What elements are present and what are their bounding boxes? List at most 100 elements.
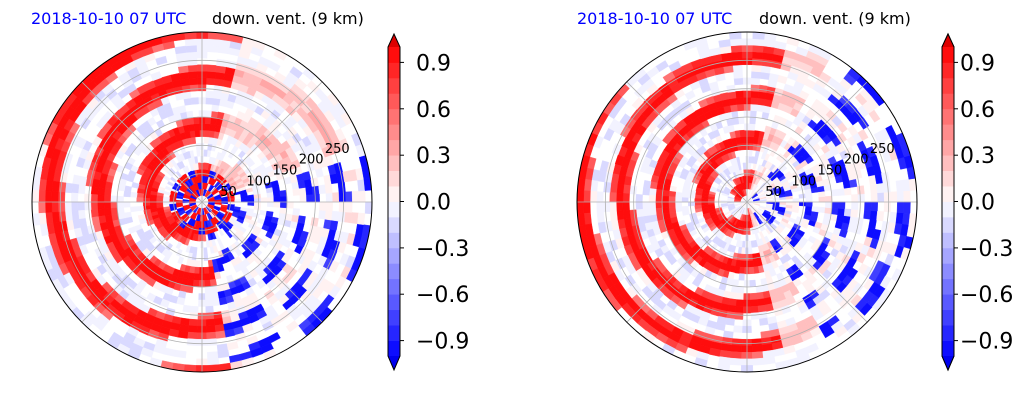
heatmap-cell [668,201,676,208]
heatmap-cell [757,97,766,106]
heatmap-cell [209,123,216,132]
heatmap-cell [297,215,306,224]
heatmap-cell [602,201,611,213]
heatmap-cell [748,156,753,164]
heatmap-cell [758,84,768,93]
colorbar-extend-max [942,34,954,47]
heatmap-cell [751,51,763,60]
heatmap-cell [749,279,757,288]
heatmap-cell [796,229,806,237]
heatmap-cell [876,210,885,222]
heatmap-cell [609,192,617,203]
heatmap-cell [205,318,216,327]
heatmap-cell [103,201,111,210]
heatmap-cell [204,110,212,118]
heatmap-cell [883,191,892,203]
heatmap-cell [667,255,678,266]
heatmap-cell [805,197,813,203]
colorbar-tick-label: 0.9 [960,51,995,76]
heatmap-cell [318,184,327,195]
heatmap-cell [733,77,744,86]
heatmap-cell [752,38,765,47]
colorbar-tick-label: 0.6 [416,98,451,123]
heatmap-cell [863,209,872,220]
heatmap-cell [204,266,210,275]
heatmap-cell [310,177,319,187]
heatmap-cell [855,217,864,227]
heatmap-cell [583,201,591,214]
heatmap-cell [792,204,800,210]
heatmap-cell [731,51,743,60]
heatmap-cell [725,317,735,326]
colorbar-band [388,155,400,171]
heatmap-cell [299,194,307,203]
heatmap-cell [312,193,320,203]
heatmap-cell [206,325,216,333]
heatmap-cell [629,209,638,219]
heatmap-cell [247,194,255,200]
heatmap-cell [143,193,151,199]
heatmap-cell [736,292,745,301]
heatmap-cell [751,344,763,353]
colorbar: 0.9 0.6 0.3 0.0 −0.3 −0.6 −0.9 [941,32,1013,372]
heatmap-cell [735,305,744,314]
heatmap-cell [687,201,696,207]
heatmap-cell [752,136,759,145]
heatmap-cell [785,201,793,206]
heatmap-cell [751,64,762,73]
heatmap-cell [216,58,228,68]
colorbar-band [942,93,954,110]
heatmap-cell [215,151,222,160]
heatmap-cell [203,136,210,144]
colorbar-outline [387,32,401,372]
colorbar-band [942,247,954,264]
heatmap-cell [214,271,222,280]
heatmap-cell [742,162,747,170]
heatmap-cell [786,136,796,146]
heatmap-cell [279,207,288,215]
heatmap-cell [609,182,618,194]
heatmap-cell [44,190,53,203]
heatmap-cell [688,193,696,199]
colorbar-band [388,124,400,141]
colorbar-band [388,278,400,295]
panel-1: 2018-10-10 07 UTC down. vent. (9 km) 50 … [31,9,469,373]
heatmap-cell [681,197,689,203]
heatmap-cell [204,273,211,281]
heatmap-cell [752,357,765,366]
heatmap-cell [194,129,200,138]
heatmap-cell [753,202,761,205]
heatmap-cell [97,187,106,196]
colorbar-tick-label: 0.9 [416,51,451,76]
heatmap-cell [635,194,643,203]
heatmap-cell [843,208,852,217]
heatmap-cell [596,201,604,213]
heatmap-cell [44,201,53,214]
heatmap-cell [675,206,683,213]
colorbar-tick-label: −0.6 [960,283,1013,308]
colorbar-tick-label: 0.3 [960,144,995,169]
heatmap-cell [633,85,647,98]
heatmap-cell [189,312,199,320]
heatmap-cell [209,117,217,125]
colorbar-tick-label: 0.0 [416,191,451,216]
heatmap-cell [730,44,742,53]
heatmap-cell [757,304,767,313]
heatmap-cell [357,212,366,225]
heatmap-cell [207,38,220,47]
heatmap-cell [311,185,320,195]
polar-plot: 50 100 150 200 250 [576,31,918,373]
heatmap-cell [732,64,743,73]
colorbar: 0.9 0.6 0.3 0.0 −0.3 −0.6 −0.9 [387,32,469,372]
heatmap-cell [735,259,742,268]
heatmap-cell [752,351,764,360]
heatmap-cell [253,247,263,257]
heatmap-cell [331,210,340,222]
heatmap-cell [707,199,715,203]
heatmap-cell [733,325,743,333]
heatmap-cell [267,201,275,208]
heatmap-cell [648,194,656,203]
heatmap-cell [192,279,200,288]
heatmap-cell [212,298,221,307]
heatmap-cell [749,123,756,131]
